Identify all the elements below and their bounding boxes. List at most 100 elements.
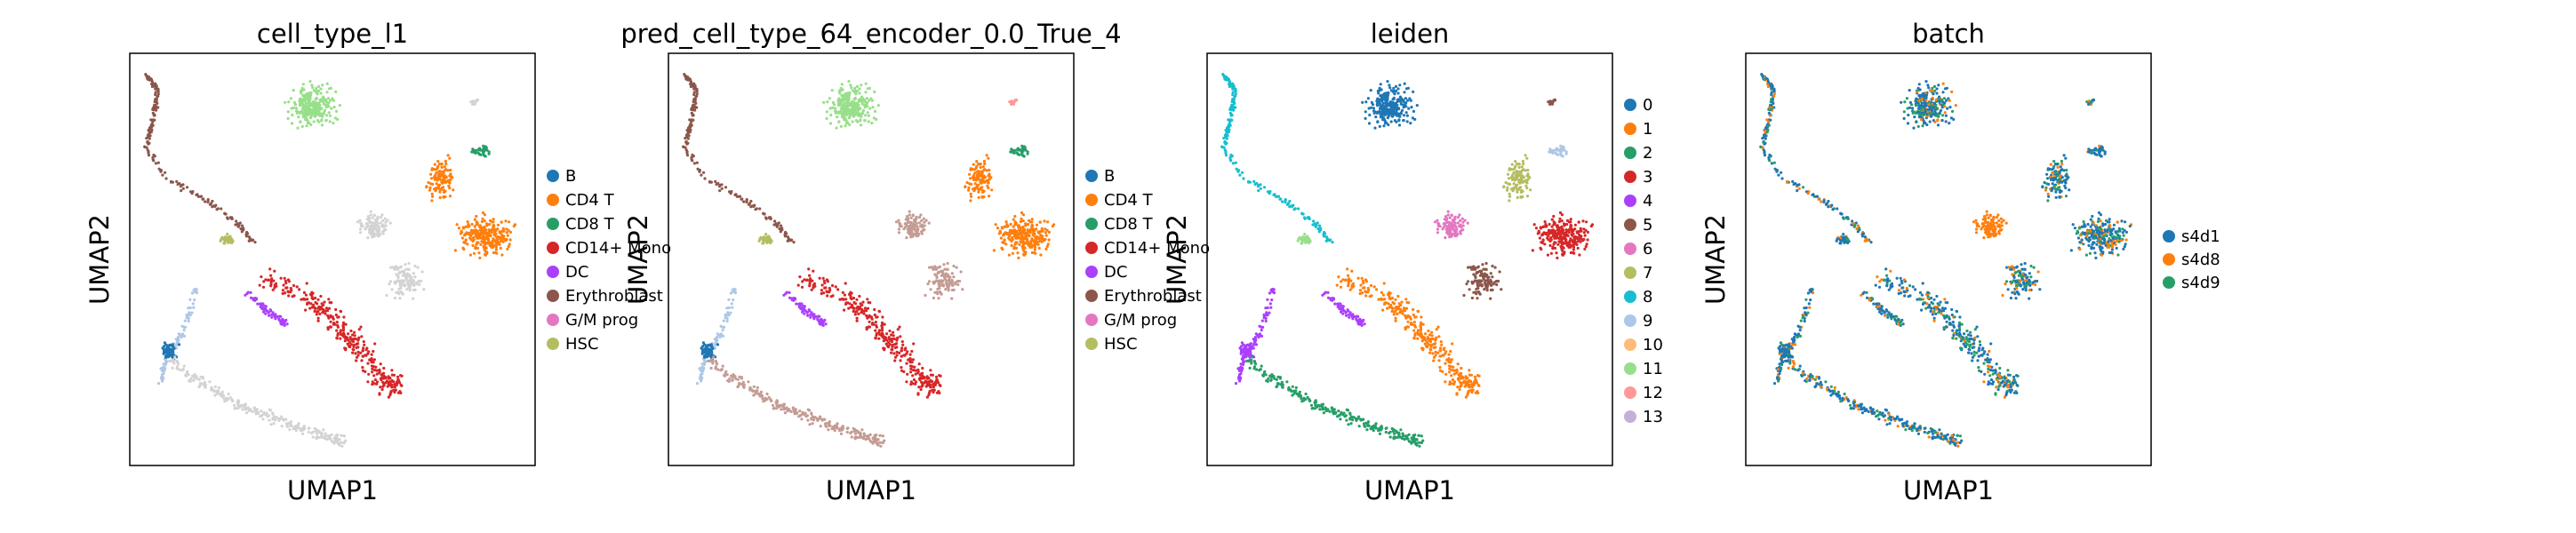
scatter-point	[919, 387, 923, 392]
scatter-point	[315, 96, 318, 99]
scatter-point	[498, 230, 501, 234]
scatter-point	[471, 101, 475, 105]
scatter-point	[502, 235, 506, 238]
scatter-point	[479, 243, 483, 246]
scatter-point	[499, 246, 502, 250]
scatter-point	[492, 220, 495, 224]
scatter-point	[169, 354, 172, 357]
scatter-point	[1448, 228, 1452, 232]
scatter-point	[871, 441, 876, 444]
scatter-point	[883, 346, 886, 351]
scatter-point	[336, 323, 340, 327]
scatter-point	[444, 169, 447, 172]
scatter-point	[348, 341, 352, 345]
scatter-point	[1246, 179, 1251, 184]
scatter-point	[740, 197, 743, 201]
scatter-point	[398, 297, 402, 300]
scatter-point	[300, 124, 304, 128]
scatter-point	[491, 243, 494, 246]
scatter-point	[223, 239, 227, 243]
scatter-point	[306, 113, 309, 116]
scatter-point	[241, 404, 244, 408]
scatter-point	[850, 103, 853, 107]
scatter-point	[1569, 227, 1572, 231]
scatter-point	[172, 362, 176, 365]
scatter-point	[405, 288, 409, 291]
scatter-point	[1016, 251, 1020, 255]
scatter-point	[1489, 288, 1492, 292]
scatter-point	[977, 171, 980, 174]
scatter-point	[358, 231, 363, 235]
scatter-point	[855, 84, 860, 88]
scatter-point	[833, 429, 836, 433]
scatter-point	[684, 77, 689, 81]
scatter-point	[930, 266, 933, 269]
scatter-point	[987, 195, 991, 198]
scatter-point	[759, 390, 764, 394]
scatter-point	[686, 137, 690, 140]
scatter-point	[1371, 103, 1375, 107]
scatter-point	[923, 228, 926, 232]
scatter-point	[272, 279, 276, 282]
scatter-point	[830, 106, 835, 109]
scatter-point	[1460, 217, 1464, 220]
scatter-point	[1361, 100, 1364, 104]
scatter-point	[1403, 91, 1406, 94]
scatter-point	[980, 180, 984, 184]
scatter-point	[420, 270, 424, 274]
scatter-point	[435, 182, 438, 186]
scatter-point	[211, 205, 214, 209]
scatter-point	[375, 372, 379, 376]
scatter-point	[724, 186, 728, 189]
scatter-point	[720, 187, 724, 190]
scatter-point	[197, 385, 201, 389]
scatter-point	[408, 289, 412, 292]
scatter-point	[309, 113, 313, 116]
scatter-point	[170, 359, 173, 362]
scatter-point	[684, 74, 687, 78]
scatter-point	[398, 280, 402, 283]
plot-frame	[1206, 52, 1613, 466]
scatter-point	[298, 288, 301, 291]
scatter-point	[206, 199, 210, 203]
scatter-point	[316, 298, 320, 301]
scatter-point	[745, 199, 748, 203]
scatter-point	[863, 306, 868, 310]
scatter-point	[325, 114, 329, 117]
scatter-point	[695, 382, 700, 386]
scatter-point	[475, 233, 478, 237]
scatter-point	[1575, 230, 1579, 234]
scatter-point	[803, 305, 806, 308]
scatter-point	[973, 182, 977, 186]
scatter-point	[304, 118, 308, 122]
scatter-point	[786, 409, 789, 413]
scatter-point	[1436, 227, 1440, 231]
scatter-point	[1552, 233, 1556, 237]
scatter-point	[842, 108, 845, 112]
scatter-point	[900, 354, 903, 358]
scatter-point	[500, 229, 504, 234]
scatter-point	[1378, 86, 1381, 90]
scatter-point	[271, 311, 275, 314]
scatter-point	[410, 275, 413, 279]
scatter-point	[853, 86, 857, 90]
scatter-point	[783, 233, 787, 236]
scatter-point	[911, 222, 916, 226]
scatter-point	[451, 176, 454, 179]
scatter-point	[479, 230, 484, 234]
scatter-point	[1458, 225, 1461, 228]
scatter-point	[897, 227, 901, 231]
scatter-point	[167, 349, 172, 353]
scatter-point	[842, 115, 845, 119]
scatter-point	[491, 240, 494, 243]
scatter-point	[789, 410, 793, 413]
scatter-point	[382, 366, 386, 370]
scatter-point	[1002, 234, 1005, 237]
scatter-point	[236, 404, 240, 408]
scatter-point	[738, 195, 742, 198]
scatter-point	[1443, 218, 1446, 221]
scatter-point	[1531, 249, 1534, 252]
scatter-point	[875, 333, 878, 338]
scatter-point	[160, 376, 164, 379]
